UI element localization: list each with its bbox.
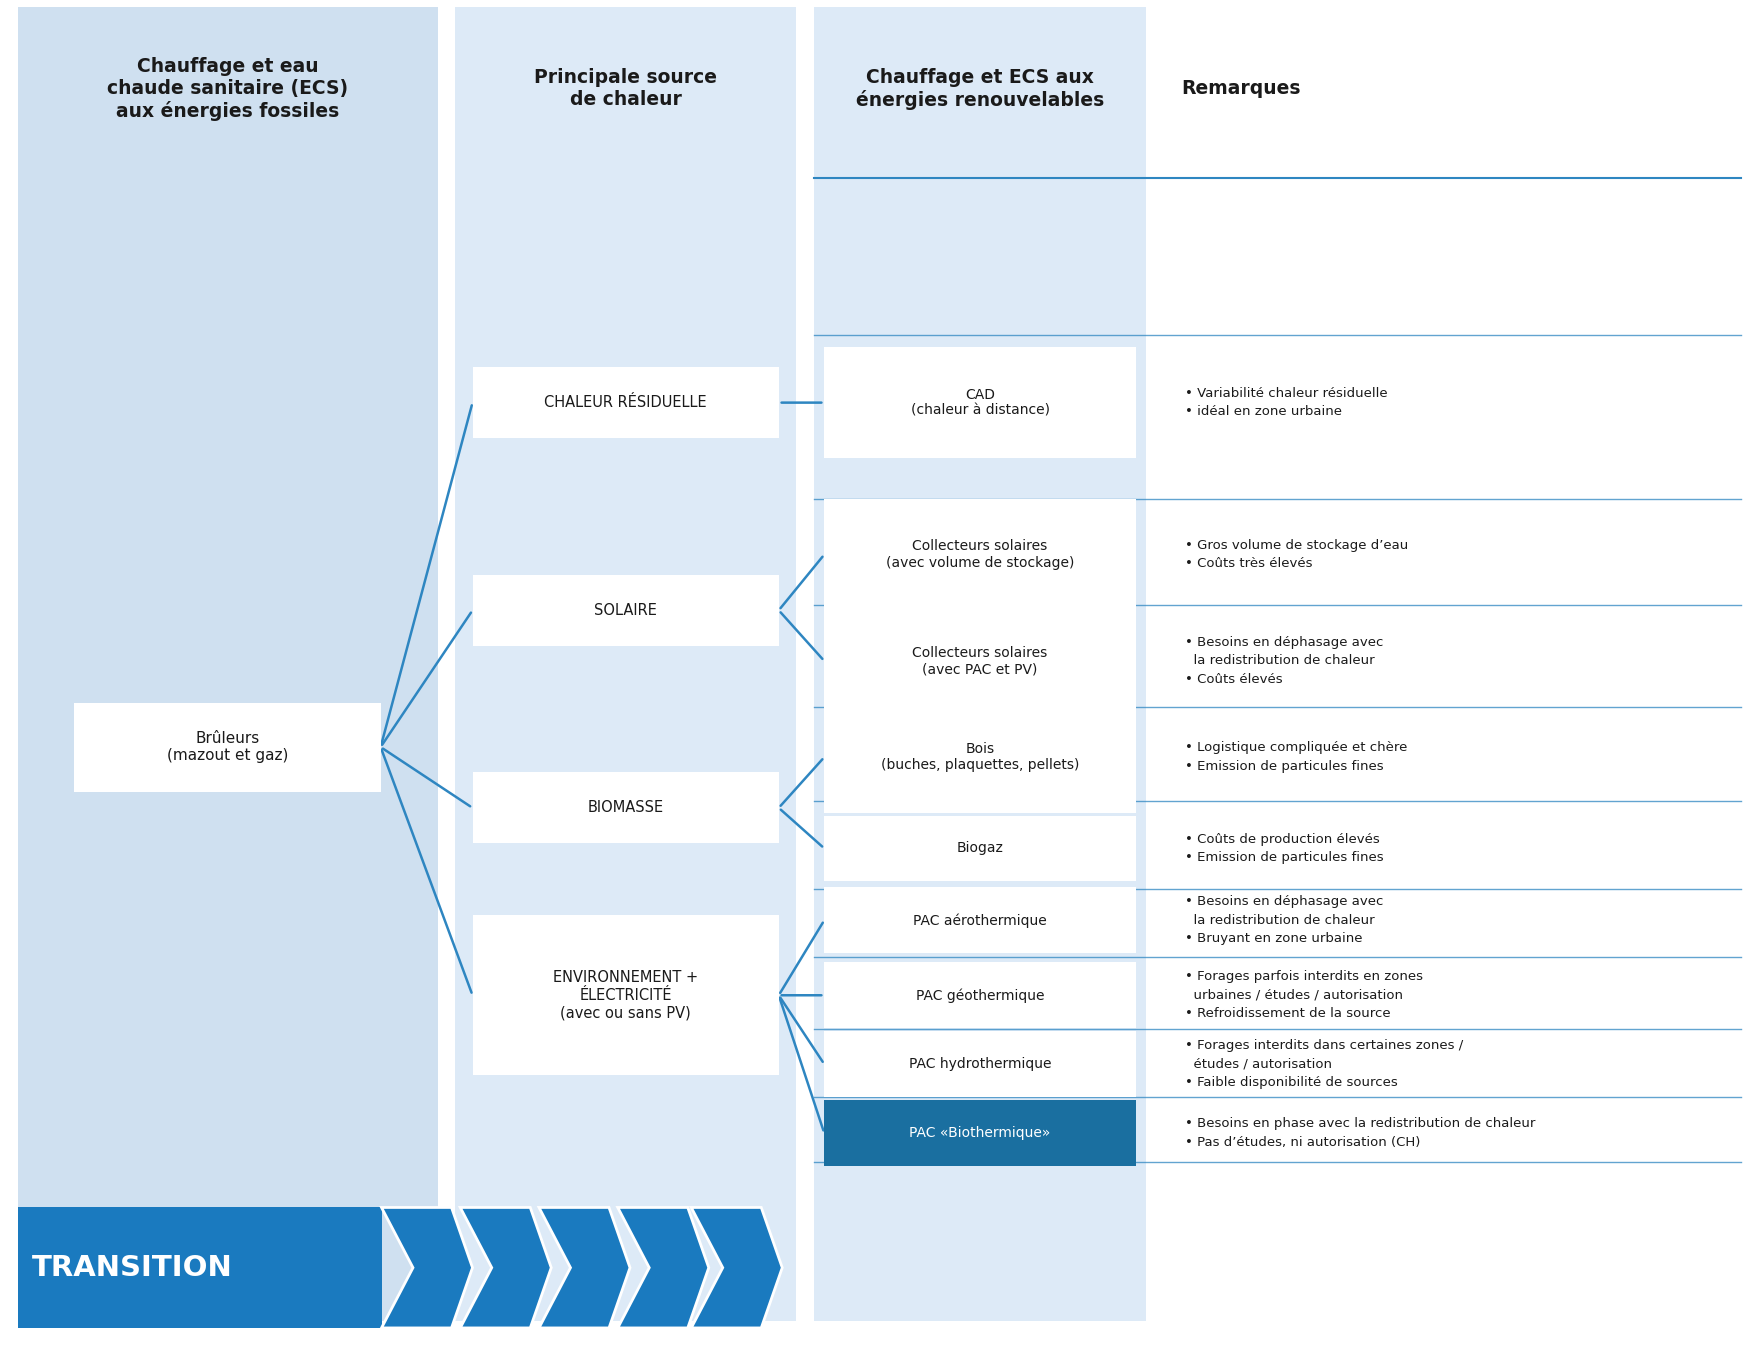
Bar bbox=[824, 887, 1136, 953]
Text: Collecteurs solaires
(avec PAC et PV): Collecteurs solaires (avec PAC et PV) bbox=[912, 646, 1048, 676]
Polygon shape bbox=[539, 1207, 630, 1328]
Bar bbox=[824, 816, 1136, 882]
Text: PAC «Biothermique»: PAC «Biothermique» bbox=[910, 1127, 1050, 1140]
Bar bbox=[814, 7, 1146, 1321]
Polygon shape bbox=[691, 1207, 782, 1328]
Text: Chauffage et ECS aux
énergies renouvelables: Chauffage et ECS aux énergies renouvelab… bbox=[856, 68, 1104, 110]
Polygon shape bbox=[618, 1207, 709, 1328]
Text: Biogaz: Biogaz bbox=[957, 842, 1003, 856]
Bar bbox=[473, 772, 779, 843]
Bar bbox=[824, 498, 1136, 611]
Text: Brûleurs
(mazout et gaz): Brûleurs (mazout et gaz) bbox=[166, 731, 289, 764]
Text: Collecteurs solaires
(avec volume de stockage): Collecteurs solaires (avec volume de sto… bbox=[886, 539, 1074, 570]
Text: SOLAIRE: SOLAIRE bbox=[595, 602, 656, 617]
Text: TRANSITION: TRANSITION bbox=[31, 1254, 233, 1281]
Bar bbox=[75, 702, 382, 791]
Text: • Variabilité chaleur résiduelle
• idéal en zone urbaine: • Variabilité chaleur résiduelle • idéal… bbox=[1185, 387, 1388, 419]
Text: Remarques: Remarques bbox=[1181, 79, 1300, 99]
Text: CAD
(chaleur à distance): CAD (chaleur à distance) bbox=[910, 387, 1050, 418]
Bar bbox=[473, 914, 779, 1076]
Bar bbox=[18, 1207, 382, 1328]
Text: Bois
(buches, plaquettes, pellets): Bois (buches, plaquettes, pellets) bbox=[880, 742, 1080, 772]
Text: • Besoins en déphasage avec
  la redistribution de chaleur
• Bruyant en zone urb: • Besoins en déphasage avec la redistrib… bbox=[1185, 895, 1382, 946]
Text: PAC hydrothermique: PAC hydrothermique bbox=[908, 1057, 1052, 1071]
Text: • Forages interdits dans certaines zones /
  études / autorisation
• Faible disp: • Forages interdits dans certaines zones… bbox=[1185, 1039, 1463, 1090]
Text: • Coûts de production élevés
• Emission de particules fines: • Coûts de production élevés • Emission … bbox=[1185, 832, 1384, 864]
Polygon shape bbox=[382, 1207, 472, 1328]
Text: BIOMASSE: BIOMASSE bbox=[588, 801, 663, 816]
Text: PAC géothermique: PAC géothermique bbox=[915, 988, 1045, 1002]
Bar bbox=[824, 1101, 1136, 1166]
Bar bbox=[824, 346, 1136, 459]
Text: CHALEUR RÉSIDUELLE: CHALEUR RÉSIDUELLE bbox=[544, 396, 707, 411]
Text: ENVIRONNEMENT +
ÉLECTRICITÉ
(avec ou sans PV): ENVIRONNEMENT + ÉLECTRICITÉ (avec ou san… bbox=[553, 971, 698, 1020]
Bar bbox=[824, 962, 1136, 1028]
Bar bbox=[455, 7, 796, 1321]
Text: Chauffage et eau
chaude sanitaire (ECS)
aux énergies fossiles: Chauffage et eau chaude sanitaire (ECS) … bbox=[107, 57, 348, 120]
Bar bbox=[473, 575, 779, 646]
Bar bbox=[824, 1031, 1136, 1097]
Text: • Gros volume de stockage d’eau
• Coûts très élevés: • Gros volume de stockage d’eau • Coûts … bbox=[1185, 539, 1409, 571]
Text: Principale source
de chaleur: Principale source de chaleur bbox=[534, 68, 718, 110]
Bar bbox=[824, 701, 1136, 813]
Text: • Logistique compliquée et chère
• Emission de particules fines: • Logistique compliquée et chère • Emiss… bbox=[1185, 742, 1407, 773]
Text: PAC aérothermique: PAC aérothermique bbox=[914, 913, 1046, 928]
Bar bbox=[473, 367, 779, 438]
Text: • Besoins en déphasage avec
  la redistribution de chaleur
• Coûts élevés: • Besoins en déphasage avec la redistrib… bbox=[1185, 637, 1382, 686]
Polygon shape bbox=[460, 1207, 551, 1328]
Text: • Besoins en phase avec la redistribution de chaleur
• Pas d’études, ni autorisa: • Besoins en phase avec la redistributio… bbox=[1185, 1117, 1535, 1149]
Text: • Forages parfois interdits en zones
  urbaines / études / autorisation
• Refroi: • Forages parfois interdits en zones urb… bbox=[1185, 971, 1423, 1020]
Bar bbox=[824, 605, 1136, 717]
Bar bbox=[18, 7, 438, 1321]
